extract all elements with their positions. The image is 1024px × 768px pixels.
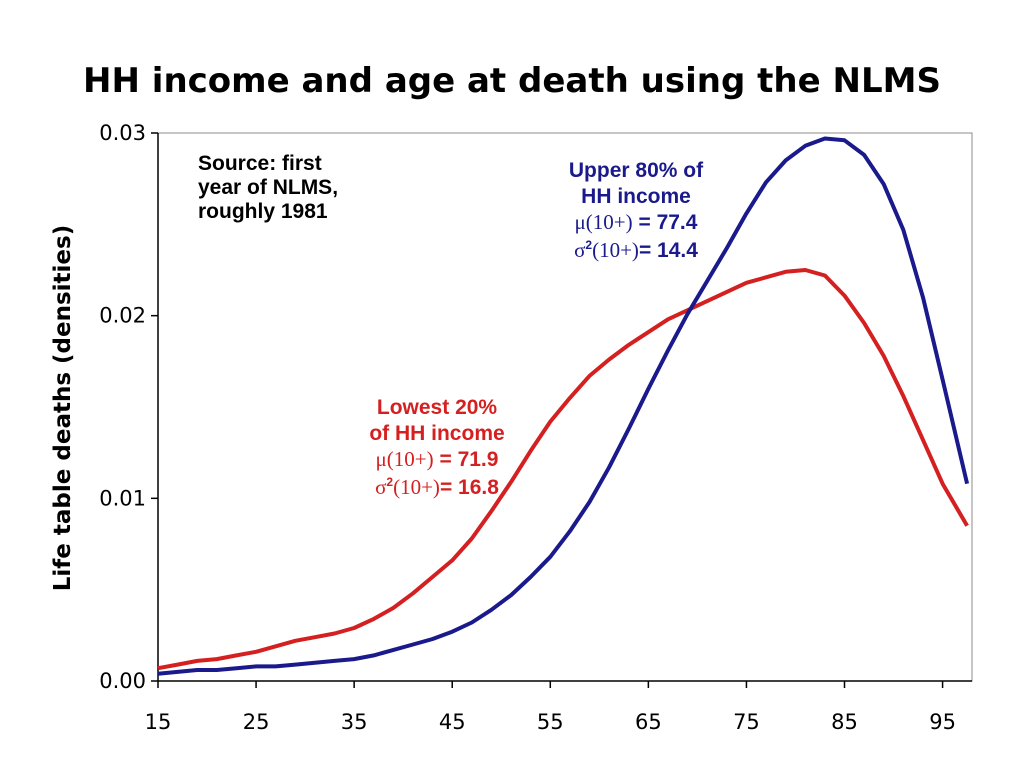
lower-sigma: σ2(10+)= 16.8 (375, 475, 499, 499)
y-tick-label: 0.03 (99, 121, 146, 145)
upper-mu-value: = 77.4 (633, 211, 698, 234)
lower-label-line: Lowest 20% (377, 396, 498, 419)
upper-sigma-sup: 2 (585, 238, 592, 252)
lower-mu: μ(10+) = 71.9 (376, 447, 499, 471)
series-line-upper-80 (157, 136, 970, 676)
lower-mu-value: = 71.9 (434, 448, 499, 471)
upper-sigma-value: = 14.4 (639, 239, 698, 262)
y-tick-label: 0.02 (99, 304, 146, 328)
lower-mu-symbol: μ(10+) (376, 447, 434, 471)
lower-sigma-sup: 2 (386, 475, 393, 489)
upper-sigma: σ2(10+)= 14.4 (574, 238, 698, 262)
lower-sigma-symbol: σ (375, 475, 386, 499)
x-tick-label: 55 (537, 710, 564, 734)
series-group (157, 136, 970, 676)
source-line: roughly 1981 (198, 200, 328, 223)
upper-label-line: HH income (581, 185, 691, 208)
x-tick-label: 35 (341, 710, 368, 734)
series-line-lowest-20 (157, 268, 969, 671)
source-note: Source: first year of NLMS, roughly 1981 (198, 152, 344, 223)
upper-annotation: Upper 80% of HH income μ(10+) = 77.4 σ2(… (569, 159, 704, 262)
upper-sigma-arg: (10+) (592, 238, 639, 262)
lower-annotation: Lowest 20% of HH income μ(10+) = 71.9 σ2… (369, 396, 504, 499)
upper-label-line: Upper 80% of (569, 159, 704, 182)
y-tick-label: 0.01 (99, 486, 146, 510)
x-tick-label: 25 (243, 710, 270, 734)
x-tick-label: 45 (439, 710, 466, 734)
x-tick-label: 85 (831, 710, 858, 734)
source-line: year of NLMS, (198, 176, 338, 199)
chart-title: HH income and age at death using the NLM… (83, 61, 941, 101)
x-tick-label: 75 (733, 710, 760, 734)
x-tick-label: 95 (929, 710, 956, 734)
x-tick-label: 65 (635, 710, 662, 734)
upper-mu-symbol: μ(10+) (575, 210, 633, 234)
lower-sigma-value: = 16.8 (440, 476, 499, 499)
source-line: Source: first (198, 152, 322, 175)
upper-sigma-symbol: σ (574, 238, 585, 262)
lower-sigma-arg: (10+) (393, 475, 440, 499)
y-tick-label: 0.00 (99, 669, 146, 693)
y-axis-label: Life table deaths (densities) (50, 225, 76, 591)
upper-mu: μ(10+) = 77.4 (575, 210, 698, 234)
x-tick-label: 15 (145, 710, 172, 734)
lower-label-line: of HH income (369, 422, 504, 445)
axis-ticks: 0.00 0.01 0.02 0.03 15 25 35 45 55 65 75 85 95 (99, 121, 956, 734)
